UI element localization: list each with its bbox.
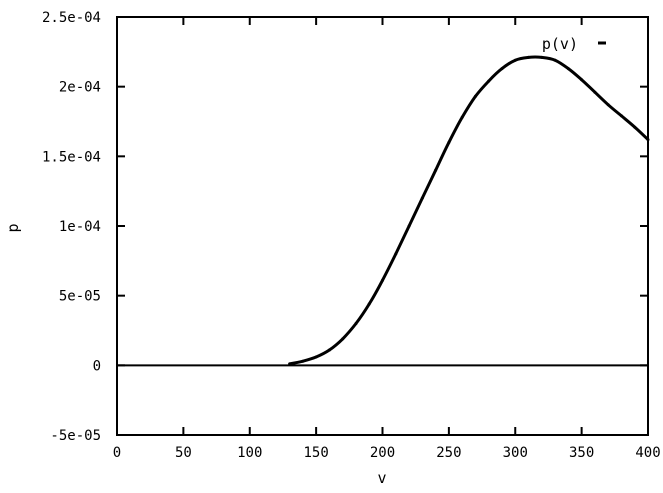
data-point <box>500 67 504 71</box>
x-tick-label: 300 <box>503 445 528 461</box>
data-point <box>460 115 464 119</box>
data-point <box>407 224 411 228</box>
data-point <box>301 359 305 363</box>
x-tick-label: 250 <box>436 445 461 461</box>
data-point <box>606 103 610 107</box>
series-line-p-v <box>289 55 650 366</box>
data-point <box>473 94 477 98</box>
x-tick-label: 350 <box>569 445 594 461</box>
data-point <box>367 302 371 306</box>
y-axis-label: p <box>4 223 22 232</box>
data-point <box>593 90 597 94</box>
data-point <box>633 125 637 129</box>
x-axis-label: v <box>377 469 386 487</box>
data-point <box>341 337 345 341</box>
x-tick-label: 150 <box>303 445 328 461</box>
x-tick-label: 200 <box>370 445 395 461</box>
y-tick-label: 1e-04 <box>59 219 101 235</box>
data-point <box>513 58 517 62</box>
series-points <box>288 55 650 366</box>
plot-frame <box>116 16 649 436</box>
x-tick-label: 0 <box>113 445 121 461</box>
data-point <box>394 252 398 256</box>
x-tick-label: 100 <box>237 445 262 461</box>
y-tick-label: 2.5e-04 <box>42 10 101 26</box>
data-point <box>354 322 358 325</box>
data-point <box>620 114 623 118</box>
y-tick-label: 5e-05 <box>59 289 101 305</box>
x-tick-label: 400 <box>635 445 660 461</box>
tick-labels: 0 50 100 150 200 250 300 350 400 -5e-05 0 5e-05 1e-0… <box>42 10 661 461</box>
data-point <box>487 79 491 83</box>
data-point <box>447 140 451 144</box>
data-point <box>580 78 584 82</box>
x-tick-label: 50 <box>175 445 192 461</box>
data-point <box>527 55 530 59</box>
y-tick-label: -5e-05 <box>50 428 101 444</box>
data-point <box>327 348 331 352</box>
y-tick-label: 2e-04 <box>59 80 101 96</box>
data-point <box>288 362 292 366</box>
data-point <box>314 355 318 359</box>
y-tick-label: 1.5e-04 <box>42 149 101 165</box>
y-tick-label: 0 <box>93 358 101 374</box>
data-point <box>381 278 384 282</box>
data-point <box>420 196 424 200</box>
data-point <box>434 168 438 172</box>
data-point <box>646 138 650 142</box>
data-point <box>540 55 544 59</box>
tick-marks <box>116 16 649 436</box>
legend-label: p(v) <box>542 35 578 53</box>
data-point <box>553 58 557 62</box>
data-point <box>566 67 570 71</box>
